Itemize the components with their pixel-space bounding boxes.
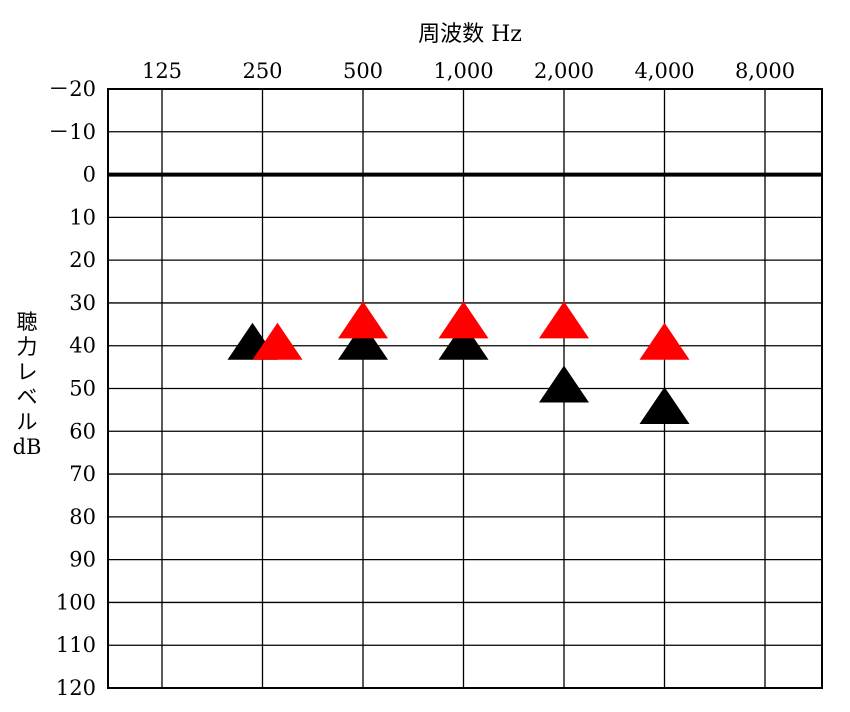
red-triangle-marker [639, 322, 690, 360]
x-tick-label: 1,000 [433, 59, 493, 83]
x-tick-label: 125 [142, 59, 182, 83]
red-triangle-marker [338, 301, 388, 339]
y-tick-label: 90 [69, 548, 96, 572]
y-axis-title-char: 聴 [16, 310, 38, 334]
y-axis-title-char: ベ [16, 385, 38, 409]
y-tick-label: 120 [56, 676, 96, 700]
y-tick-label: 50 [69, 377, 96, 401]
black-triangle-marker [438, 322, 489, 360]
y-tick-label: －10 [48, 120, 96, 144]
red-triangle-marker [539, 301, 589, 339]
y-tick-label: 110 [56, 633, 96, 657]
black-triangle-marker [639, 386, 690, 424]
x-axis-title: 周波数 Hz [418, 22, 522, 47]
y-axis-title: 聴 力 レ ベ ル dB [12, 310, 42, 460]
y-axis-title-char: 力 [16, 335, 38, 359]
y-tick-label: 100 [56, 590, 96, 614]
y-tick-label: 60 [69, 419, 96, 443]
x-tick-label: 250 [242, 59, 282, 83]
x-tick-label: 8,000 [735, 59, 795, 83]
y-tick-label: 20 [69, 248, 96, 272]
y-tick-label: 80 [69, 505, 96, 529]
y-axis-title-char: レ [16, 360, 38, 384]
x-tick-label: 2,000 [534, 59, 594, 83]
plot-frame [107, 88, 823, 689]
y-tick-label: 0 [83, 163, 96, 187]
y-tick-label: 70 [69, 462, 96, 486]
y-tick-label: 30 [69, 291, 96, 315]
black-triangle-marker [338, 322, 388, 360]
y-axis-title-char: dB [12, 435, 42, 459]
black-triangle-marker [539, 365, 589, 403]
x-tick-label: 500 [343, 59, 383, 83]
y-tick-label: 10 [69, 205, 96, 229]
red-triangle-marker [438, 301, 489, 339]
y-tick-label: －20 [48, 77, 96, 101]
y-tick-label: 40 [69, 334, 96, 358]
y-axis-title-char: ル [16, 410, 38, 434]
red-triangle-marker [252, 322, 303, 360]
x-tick-label: 4,000 [634, 59, 694, 83]
